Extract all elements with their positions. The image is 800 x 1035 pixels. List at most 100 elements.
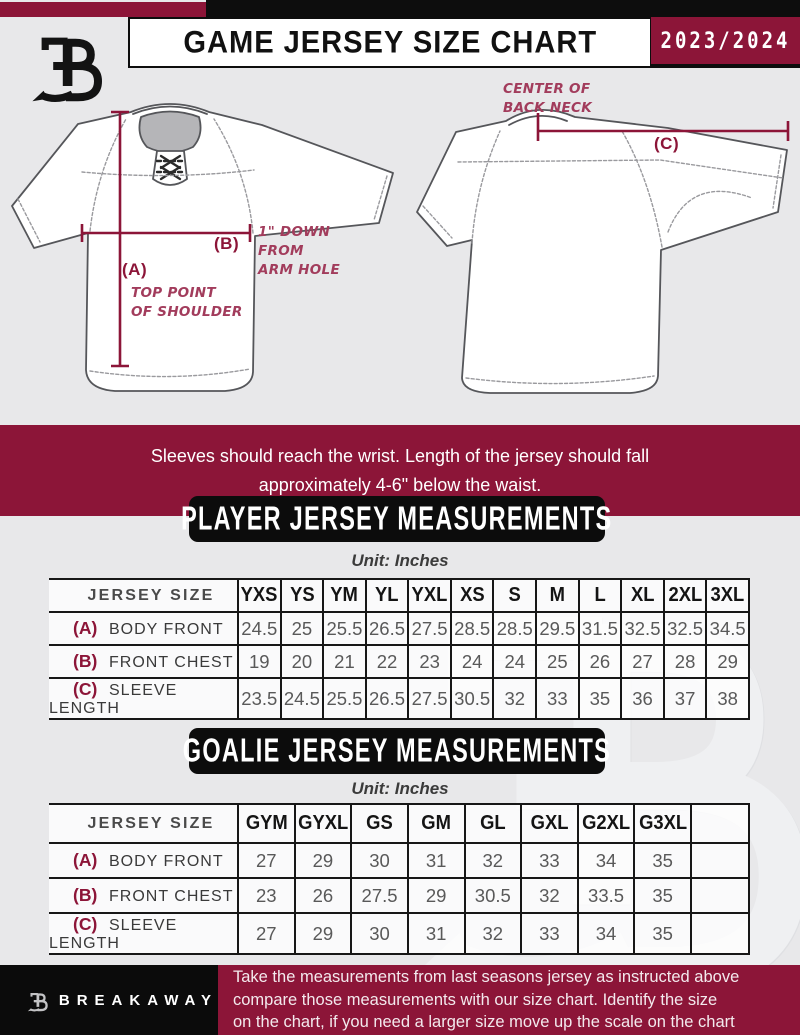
size-value-cell: 38	[705, 677, 750, 720]
size-value-cell: 28.5	[492, 611, 538, 646]
size-value-cell: 33.5	[576, 877, 636, 914]
size-column-header: YS	[279, 578, 325, 613]
size-value-cell: 28	[662, 644, 708, 679]
size-value-cell: 25.5	[322, 677, 367, 720]
size-column-header: G3XL	[633, 803, 692, 844]
back-seam-lines	[422, 130, 784, 385]
size-column-header: XL	[620, 578, 665, 613]
size-column-header: GYM	[237, 803, 296, 844]
label-b: (B)	[214, 234, 240, 253]
player-section-banner: PLAYER JERSEY MEASUREMENTS	[181, 496, 611, 542]
season-label: 2023/2024	[660, 27, 791, 54]
footer-brand-block: BREAKAWAY	[0, 965, 218, 1035]
table-row: (B) FRONT CHEST 19 20 21 22 23 24 24 25 26 27 28 29	[49, 644, 750, 679]
size-value-cell: 35	[577, 677, 623, 720]
row-label-cell: (C) SLEEVE LENGTH	[49, 912, 238, 955]
size-value-cell: 23.5	[237, 677, 282, 720]
size-value-cell: 30.5	[449, 677, 495, 720]
size-column-header: YM	[322, 578, 367, 613]
table-row: (B) FRONT CHEST 23 26 27.5 29 30.5 32 33.5 35	[49, 877, 750, 914]
table-row: (A) BODY FRONT 27 29 30 31 32 33 34 35	[49, 842, 750, 879]
size-value-cell: 20	[279, 644, 325, 679]
empty-value-cell	[690, 877, 750, 914]
table-header-row: JERSEY SIZE GYM GYXL GS GM GL GXL G2XL G3XL	[49, 803, 750, 844]
size-value-cell: 37	[662, 677, 708, 720]
size-value-cell: 26.5	[364, 677, 410, 720]
size-value-cell: 24.5	[237, 611, 282, 646]
size-value-cell: 30	[350, 912, 409, 955]
row-label-cell: (C) SLEEVE LENGTH	[49, 677, 238, 720]
size-value-cell: 25	[279, 611, 325, 646]
size-value-cell: 27	[620, 644, 665, 679]
size-value-cell: 22	[364, 644, 410, 679]
size-value-cell: 29	[406, 877, 466, 914]
size-value-cell: 32	[520, 877, 579, 914]
size-value-cell: 24	[449, 644, 495, 679]
page-title: GAME JERSEY SIZE CHART	[183, 24, 597, 60]
goalie-section-title: GOALIE JERSEY MEASUREMENTS	[182, 732, 612, 769]
title-box: GAME JERSEY SIZE CHART	[128, 17, 652, 68]
size-value-cell: 25.5	[322, 611, 367, 646]
player-size-table: JERSEY SIZE YXS YS YM YL YXL XS S M L XL 2XL 3XL (A) B…	[49, 578, 750, 720]
footer-note: Take the measurements from last seasons …	[233, 968, 740, 1032]
top-strip-maroon	[0, 2, 206, 17]
size-column-header: GM	[406, 803, 466, 844]
size-column-header: XS	[449, 578, 495, 613]
lace-detail	[155, 154, 186, 181]
row-label-cell: (B) FRONT CHEST	[49, 877, 238, 914]
empty-value-cell	[690, 912, 750, 955]
size-value-cell: 36	[620, 677, 665, 720]
table-row: (C) SLEEVE LENGTH 27 29 30 31 32 33 34 35	[49, 912, 750, 955]
size-value-cell: 29	[705, 644, 750, 679]
size-value-cell: 24	[492, 644, 538, 679]
size-column-header: YXS	[237, 578, 282, 613]
size-value-cell: 31	[406, 842, 466, 879]
size-value-cell: 33	[520, 912, 579, 955]
size-value-cell: 28.5	[449, 611, 495, 646]
size-value-cell: 27.5	[350, 877, 409, 914]
brand-name: BREAKAWAY	[58, 991, 218, 1009]
size-column-header: L	[577, 578, 623, 613]
label-c: (C)	[654, 134, 680, 153]
size-value-cell: 32	[463, 912, 523, 955]
table-row: (A) BODY FRONT 24.5 25 25.5 26.5 27.5 28.5 28.5 2…	[49, 611, 750, 646]
jersey-diagrams	[11, 103, 790, 394]
note-b: 1" DOWN FROM ARM HOLE	[258, 224, 340, 278]
player-section-title: PLAYER JERSEY MEASUREMENTS	[181, 500, 613, 537]
size-value-cell: 32.5	[662, 611, 708, 646]
top-strip-black	[206, 0, 800, 17]
goalie-unit-label: Unit: Inches	[351, 779, 449, 798]
size-value-cell: 26.5	[364, 611, 410, 646]
size-value-cell: 34.5	[705, 611, 750, 646]
size-column-header: 2XL	[662, 578, 708, 613]
size-value-cell: 27.5	[407, 677, 452, 720]
season-badge: 2023/2024	[651, 17, 800, 64]
back-jersey-diagram	[416, 108, 788, 394]
table-header-row: JERSEY SIZE YXS YS YM YL YXL XS S M L XL 2XL 3XL	[49, 578, 750, 613]
size-column-header: GXL	[520, 803, 579, 844]
empty-column-header	[690, 803, 750, 844]
goalie-section-banner: GOALIE JERSEY MEASUREMENTS	[183, 728, 610, 774]
size-value-cell: 33	[535, 677, 580, 720]
goalie-size-table: JERSEY SIZE GYM GYXL GS GM GL GXL G2XL G3XL (A) BO…	[49, 803, 750, 955]
note-c: CENTER OF BACK NECK	[503, 81, 592, 116]
row-label-cell: (A) BODY FRONT	[49, 611, 238, 646]
size-value-cell: 31.5	[577, 611, 623, 646]
size-value-cell: 26	[577, 644, 623, 679]
size-value-cell: 33	[520, 842, 579, 879]
size-value-cell: 31	[406, 912, 466, 955]
size-value-cell: 26	[293, 877, 353, 914]
measurement-line-a	[111, 110, 129, 368]
size-value-cell: 21	[322, 644, 367, 679]
size-value-cell: 35	[633, 877, 692, 914]
size-column-header: GYXL	[293, 803, 353, 844]
row-label-cell: (B) FRONT CHEST	[49, 644, 238, 679]
size-column-header: 3XL	[705, 578, 750, 613]
fit-note-banner: Sleeves should reach the wrist. Length o…	[0, 425, 800, 516]
size-value-cell: 23	[237, 877, 296, 914]
size-value-cell: 32	[492, 677, 538, 720]
size-value-cell: 23	[407, 644, 452, 679]
size-value-cell: 30	[350, 842, 409, 879]
footer-note-block: Take the measurements from last seasons …	[218, 965, 800, 1035]
size-value-cell: 29	[293, 912, 353, 955]
